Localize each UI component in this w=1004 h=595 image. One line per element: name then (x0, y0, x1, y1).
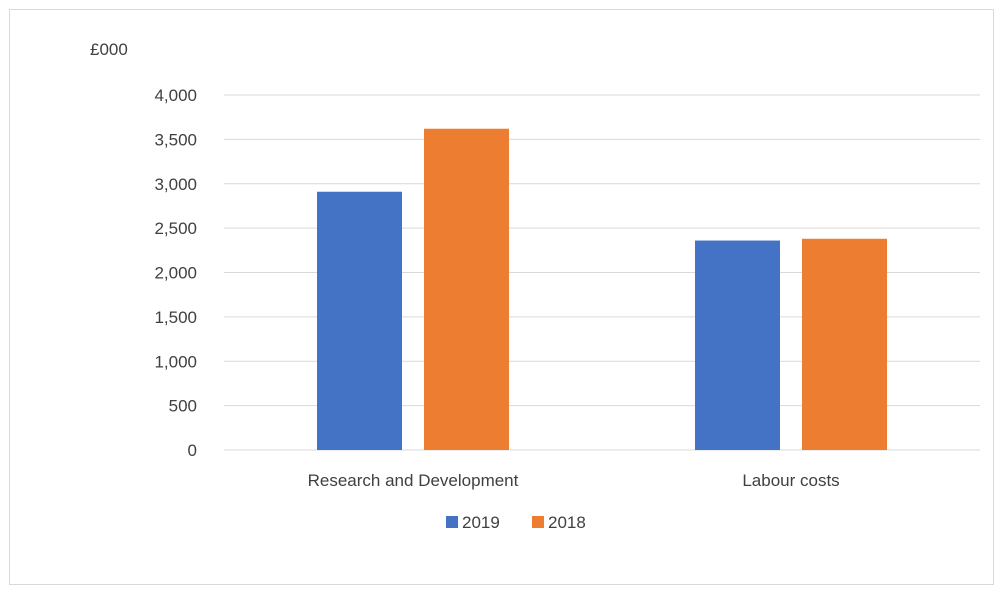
bar-2019 (317, 191, 402, 451)
bars (317, 128, 887, 451)
y-tick-label: 3,000 (154, 175, 197, 194)
y-tick-label: 500 (169, 397, 197, 416)
y-tick-label: 4,000 (154, 86, 197, 105)
legend-label-2018: 2018 (548, 513, 586, 532)
bar-2018 (424, 128, 509, 450)
legend-label-2019: 2019 (462, 513, 500, 532)
legend: 2019 2018 (446, 513, 586, 532)
y-tick-label: 0 (188, 441, 197, 460)
y-axis-tick-labels: 0 500 1,000 1,500 2,000 2,500 3,000 3,500 4,000 (154, 86, 197, 460)
y-tick-label: 1,000 (154, 352, 197, 371)
legend-swatch-2019 (446, 516, 458, 528)
bar-2019 (695, 240, 780, 450)
y-tick-label: 2,500 (154, 219, 197, 238)
x-axis-category-labels: Research and Development Labour costs (308, 471, 840, 490)
y-tick-label: 3,500 (154, 130, 197, 149)
y-axis-unit-label: £000 (90, 40, 128, 59)
y-tick-label: 2,000 (154, 264, 197, 283)
x-category-label: Labour costs (742, 471, 839, 490)
x-category-label: Research and Development (308, 471, 519, 490)
y-tick-label: 1,500 (154, 308, 197, 327)
legend-swatch-2018 (532, 516, 544, 528)
bar-2018 (802, 238, 887, 450)
